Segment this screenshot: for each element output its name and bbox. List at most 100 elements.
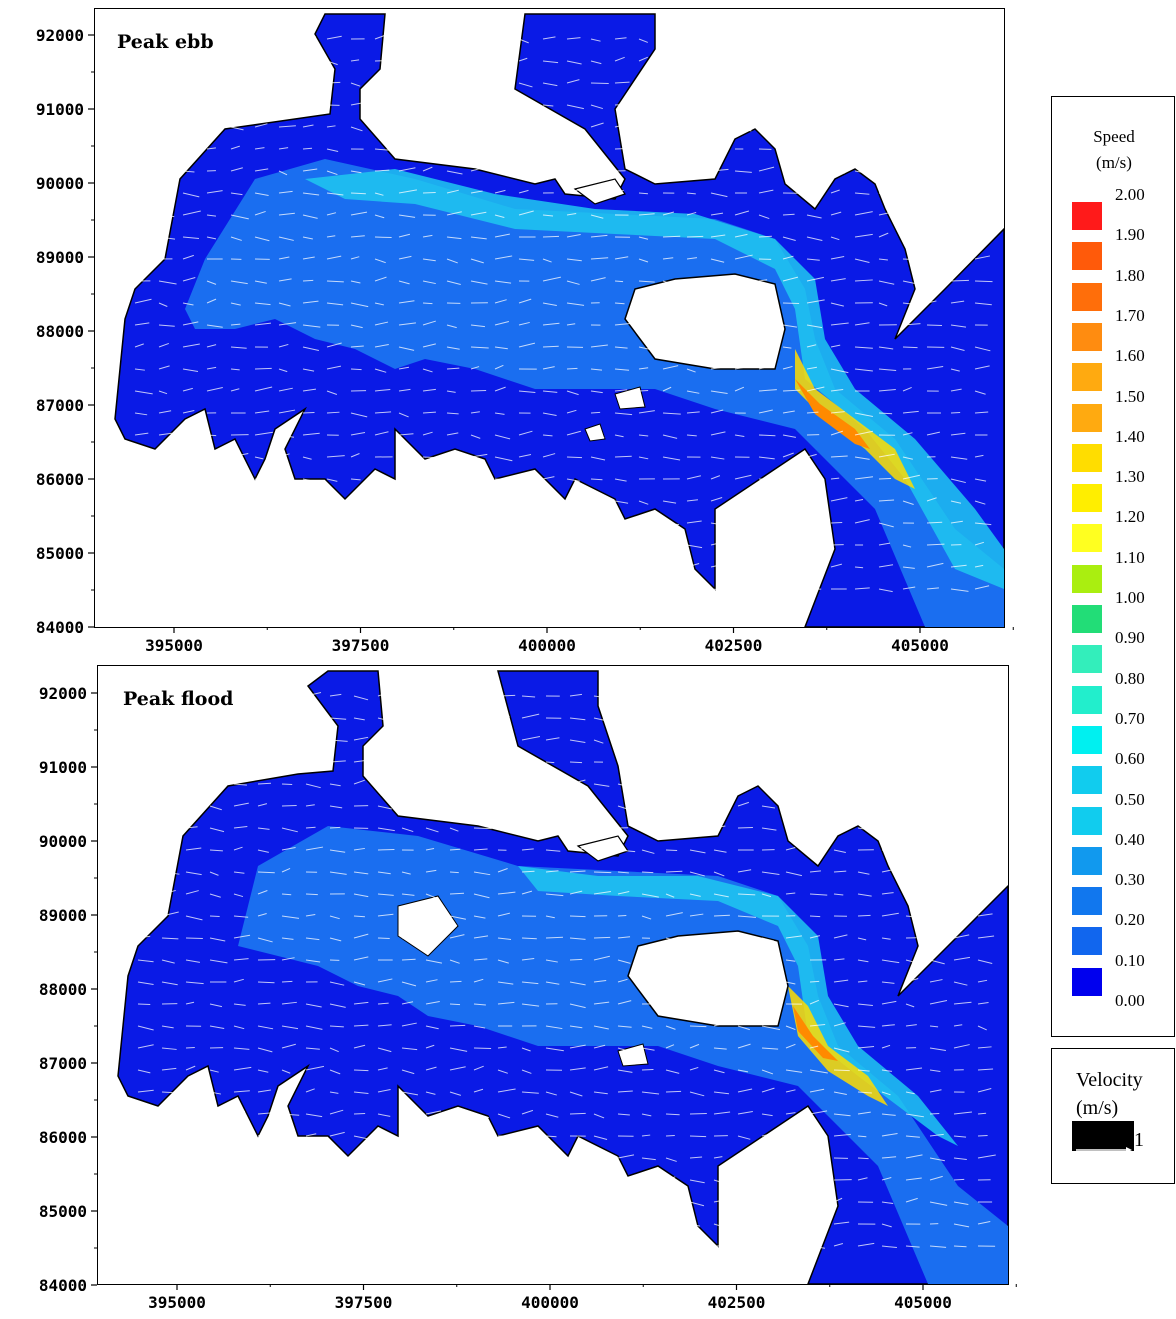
velocity-arrow bbox=[710, 278, 720, 282]
velocity-arrow bbox=[926, 543, 945, 546]
velocity-vectors bbox=[134, 34, 993, 594]
velocity-arrow bbox=[497, 1179, 514, 1182]
velocity-arrow bbox=[449, 695, 468, 700]
velocity-arrow bbox=[878, 258, 888, 261]
velocity-arrow bbox=[353, 1157, 369, 1163]
velocity-arrow bbox=[569, 915, 586, 918]
speed-legend-swatch bbox=[1072, 322, 1102, 351]
velocity-arrow bbox=[905, 1245, 920, 1248]
velocity-arrow bbox=[785, 824, 796, 829]
velocity-arrow bbox=[782, 126, 797, 131]
velocity-arrow bbox=[953, 893, 968, 899]
velocity-arrow bbox=[686, 57, 704, 62]
velocity-arrow bbox=[161, 889, 176, 895]
velocity-arrow bbox=[137, 892, 154, 895]
velocity-arrow bbox=[521, 937, 537, 940]
velocity-arrow bbox=[158, 587, 174, 590]
velocity-arrow bbox=[734, 386, 745, 392]
velocity-arrow bbox=[617, 1090, 633, 1093]
velocity-arrow bbox=[833, 1003, 849, 1008]
velocity-arrow bbox=[230, 56, 245, 62]
speed-legend-value: 0.10 bbox=[1115, 950, 1145, 970]
velocity-arrow bbox=[446, 346, 460, 350]
velocity-arrow bbox=[398, 280, 410, 285]
velocity-arrow bbox=[761, 959, 776, 964]
velocity-arrow bbox=[638, 82, 655, 86]
velocity-arrow bbox=[617, 1223, 636, 1228]
velocity-arrow bbox=[494, 233, 511, 238]
velocity-arrow bbox=[590, 277, 606, 282]
velocity-arrow bbox=[830, 497, 848, 502]
velocity-arrow bbox=[401, 981, 417, 987]
velocity-arrow bbox=[302, 478, 321, 484]
velocity-arrow bbox=[761, 827, 777, 831]
velocity-arrow bbox=[134, 214, 148, 219]
velocity-arrow bbox=[686, 299, 705, 304]
velocity-arrow bbox=[134, 82, 151, 85]
velocity-arrow bbox=[977, 1025, 987, 1031]
velocity-arrow bbox=[494, 386, 506, 392]
velocity-arrow bbox=[329, 783, 341, 787]
velocity-arrow bbox=[473, 871, 491, 876]
velocity-arrow bbox=[830, 145, 847, 150]
velocity-arrow bbox=[446, 521, 464, 524]
velocity-arrow bbox=[329, 1157, 343, 1161]
velocity-arrow bbox=[806, 236, 823, 241]
velocity-arrow bbox=[302, 104, 312, 108]
velocity-arrow bbox=[569, 1245, 586, 1251]
velocity-arrow bbox=[950, 124, 960, 128]
velocity-arrow bbox=[377, 978, 393, 983]
velocity-arrow bbox=[278, 475, 292, 480]
velocity-arrow bbox=[185, 890, 199, 895]
velocity-arrow bbox=[278, 147, 289, 150]
velocity-arrow bbox=[809, 739, 824, 742]
fast-channel bbox=[518, 866, 958, 1146]
velocity-arrow bbox=[758, 324, 770, 329]
velocity-arrow bbox=[518, 126, 533, 129]
velocity-arrow bbox=[638, 564, 649, 568]
velocity-arrow bbox=[398, 60, 409, 66]
velocity-arrow bbox=[182, 543, 194, 546]
velocity-arrow bbox=[737, 759, 751, 763]
velocity-arrow bbox=[422, 320, 436, 326]
velocity-arrow bbox=[185, 1065, 196, 1071]
velocity-arrow bbox=[662, 300, 680, 304]
velocity-arrow bbox=[806, 258, 820, 261]
velocity-arrow bbox=[497, 1069, 508, 1074]
velocity-arrow bbox=[953, 1157, 967, 1161]
velocity-arrow bbox=[857, 1003, 873, 1006]
velocity-arrow bbox=[230, 477, 245, 480]
velocity-arrow bbox=[230, 80, 241, 84]
velocity-arrow bbox=[758, 126, 776, 130]
velocity-arrow bbox=[950, 36, 962, 40]
velocity-arrow bbox=[470, 258, 484, 264]
velocity-arrow bbox=[689, 1243, 703, 1247]
velocity-arrow bbox=[278, 35, 294, 40]
velocity-arrow bbox=[665, 981, 679, 984]
velocity-arrow bbox=[329, 826, 341, 829]
velocity-arrow bbox=[374, 344, 389, 348]
velocity-arrow bbox=[542, 453, 556, 458]
velocity-arrow bbox=[881, 1132, 898, 1137]
velocity-arrow bbox=[641, 739, 660, 742]
velocity-arrow bbox=[305, 736, 323, 741]
velocity-arrow bbox=[929, 1025, 939, 1028]
velocity-arrow bbox=[497, 1198, 515, 1203]
velocity-arrow bbox=[902, 474, 921, 480]
speed-legend-swatch bbox=[1072, 645, 1102, 674]
velocity-arrow bbox=[518, 321, 530, 326]
velocity-arrow bbox=[905, 1154, 923, 1159]
velocity-arrow bbox=[977, 1134, 988, 1137]
velocity-arrow bbox=[278, 434, 295, 438]
velocity-arrow bbox=[713, 871, 725, 877]
velocity-arrow bbox=[422, 234, 433, 238]
velocity-arrow bbox=[446, 189, 459, 194]
velocity-arrow bbox=[305, 1179, 315, 1185]
y-tick-label: 89000 bbox=[39, 906, 87, 925]
velocity-arrow bbox=[830, 278, 846, 282]
velocity-arrow bbox=[926, 366, 944, 370]
velocity-arrow bbox=[734, 342, 751, 348]
velocity-arrow bbox=[950, 214, 964, 219]
velocity-arrow bbox=[278, 387, 293, 392]
velocity-arrow bbox=[686, 257, 698, 260]
